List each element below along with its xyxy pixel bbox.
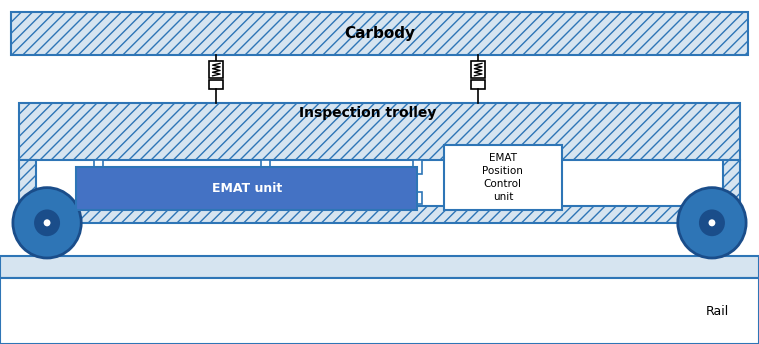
Circle shape <box>13 187 81 258</box>
Bar <box>261 160 270 174</box>
Circle shape <box>709 219 716 226</box>
Text: EMAT unit: EMAT unit <box>212 182 282 194</box>
Text: Inspection trolley: Inspection trolley <box>300 106 436 120</box>
Bar <box>94 192 103 204</box>
Bar <box>76 166 417 209</box>
Bar <box>413 192 422 204</box>
Circle shape <box>44 219 50 226</box>
Bar <box>11 12 748 55</box>
Bar <box>209 80 223 89</box>
Bar <box>19 160 36 223</box>
Text: EMAT
Position
Control
unit: EMAT Position Control unit <box>483 153 523 202</box>
Circle shape <box>700 211 724 235</box>
Bar <box>723 160 740 223</box>
Circle shape <box>678 187 746 258</box>
Bar <box>0 278 759 344</box>
Bar <box>413 160 422 174</box>
Circle shape <box>35 211 59 235</box>
Bar <box>209 61 223 78</box>
Text: Rail: Rail <box>705 305 729 318</box>
Bar <box>19 103 740 160</box>
Text: Carbody: Carbody <box>344 26 415 41</box>
Bar <box>94 160 103 174</box>
Bar <box>444 146 562 209</box>
Bar <box>471 61 485 78</box>
Bar <box>36 160 723 206</box>
Bar <box>471 80 485 89</box>
Bar <box>0 256 759 278</box>
Bar <box>261 192 270 204</box>
Bar <box>19 206 740 223</box>
